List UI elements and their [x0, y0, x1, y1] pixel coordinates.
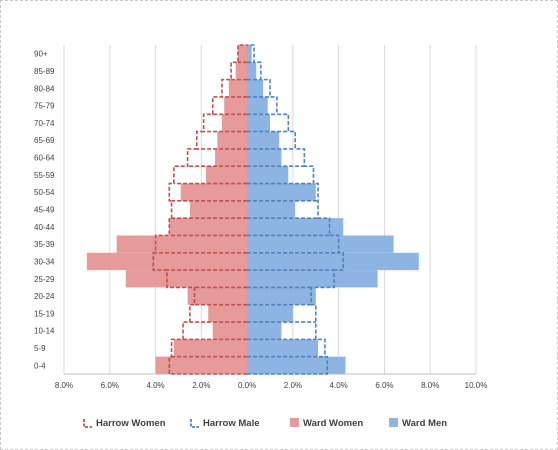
bar-ward-women [125, 270, 248, 288]
bar-ward-women [221, 114, 248, 132]
bar-ward-women [208, 304, 248, 323]
bar-ward-men [247, 166, 289, 184]
y-tick-label: 25-29 [34, 275, 55, 284]
y-tick-label: 70-74 [34, 119, 55, 128]
y-tick-label: 60-64 [34, 154, 55, 163]
bar-ward-men [247, 148, 282, 167]
legend-swatch [290, 418, 299, 427]
outline-harrow-women [152, 44, 248, 375]
x-tick-label: 6.0% [101, 381, 119, 390]
bar-ward-men [247, 79, 264, 97]
bar-ward-women [237, 45, 248, 63]
x-tick-label: 0.0% [238, 381, 256, 390]
x-tick-label: 4.0% [330, 381, 348, 390]
bar-ward-men [247, 218, 344, 236]
y-tick-label: 20-24 [34, 292, 55, 301]
y-tick-label: 15-19 [34, 309, 55, 318]
bar-ward-men [247, 339, 319, 357]
x-tick-label: 2.0% [284, 381, 302, 390]
legend-label: Ward Women [303, 418, 363, 429]
bar-ward-men [247, 356, 346, 374]
legend: Harrow Women Harrow Male Ward Women Ward Me… [83, 418, 447, 429]
bar-ward-women [215, 148, 248, 167]
y-tick-label: 55-59 [34, 171, 55, 180]
x-tick-label: 2.0% [192, 381, 210, 390]
x-tick-label: 10.0% [465, 381, 488, 390]
bar-ward-men [247, 252, 419, 271]
y-tick-label: 90+ [34, 50, 48, 59]
bar-ward-men [247, 45, 252, 63]
bar-ward-women [189, 200, 248, 219]
y-tick-label: 80-84 [34, 84, 55, 93]
x-tick-label: 4.0% [146, 381, 164, 390]
bar-ward-men [247, 304, 293, 323]
bar-ward-men [247, 131, 280, 149]
x-tick-label: 8.0% [421, 381, 439, 390]
bar-ward-women [205, 166, 248, 184]
bar-ward-women [217, 131, 248, 149]
bar-ward-women [180, 183, 248, 201]
bar-ward-women [116, 235, 248, 253]
y-tick-label: 65-69 [34, 136, 55, 145]
y-tick-label: 30-34 [34, 257, 55, 266]
bar-ward-men [247, 287, 316, 305]
bar-ward-women [173, 339, 248, 357]
bar-ward-women [155, 356, 248, 374]
bar-ward-women [228, 79, 248, 97]
y-tick-label: 0-4 [34, 361, 46, 370]
y-tick-label: 50-54 [34, 188, 55, 197]
bar-ward-women [212, 322, 248, 340]
legend-label: Harrow Women [96, 418, 166, 429]
legend-swatch [83, 419, 92, 428]
x-axis-labels: 8.0% 6.0% 4.0% 2.0% 0.0% 2.0% 4.0% 6.0% 8.0% 10.0… [55, 381, 487, 390]
legend-swatch [190, 419, 199, 428]
bar-ward-women [86, 252, 248, 271]
bar-ward-women [169, 218, 248, 236]
y-tick-label: 45-49 [34, 206, 55, 215]
outline-harrow-male [247, 44, 345, 375]
ward-bars [86, 45, 419, 374]
bar-ward-women [224, 96, 248, 115]
legend-swatch [389, 418, 398, 427]
y-tick-label: 40-44 [34, 223, 55, 232]
y-tick-label: 5-9 [34, 344, 46, 353]
y-tick-label: 85-89 [34, 67, 55, 76]
bar-ward-men [247, 114, 270, 132]
x-tick-label: 8.0% [55, 381, 73, 390]
bar-ward-men [247, 62, 257, 80]
bar-ward-men [247, 235, 394, 253]
bar-ward-women [187, 287, 248, 305]
legend-label: Ward Men [402, 418, 447, 429]
bar-ward-men [247, 96, 268, 115]
y-tick-label: 75-79 [34, 102, 55, 111]
bar-ward-women [235, 62, 248, 80]
bar-ward-men [247, 270, 378, 288]
legend-label: Harrow Male [203, 418, 260, 429]
bar-ward-men [247, 183, 316, 201]
y-axis-labels: 0-4 5-9 10-14 15-19 20-24 25-29 30-34 35-39 40-4… [34, 50, 55, 371]
bar-ward-men [247, 322, 282, 340]
x-tick-label: 6.0% [375, 381, 393, 390]
y-tick-label: 35-39 [34, 240, 55, 249]
bar-ward-men [247, 200, 296, 219]
harrow-outlines [152, 44, 345, 375]
y-tick-label: 10-14 [34, 327, 55, 336]
